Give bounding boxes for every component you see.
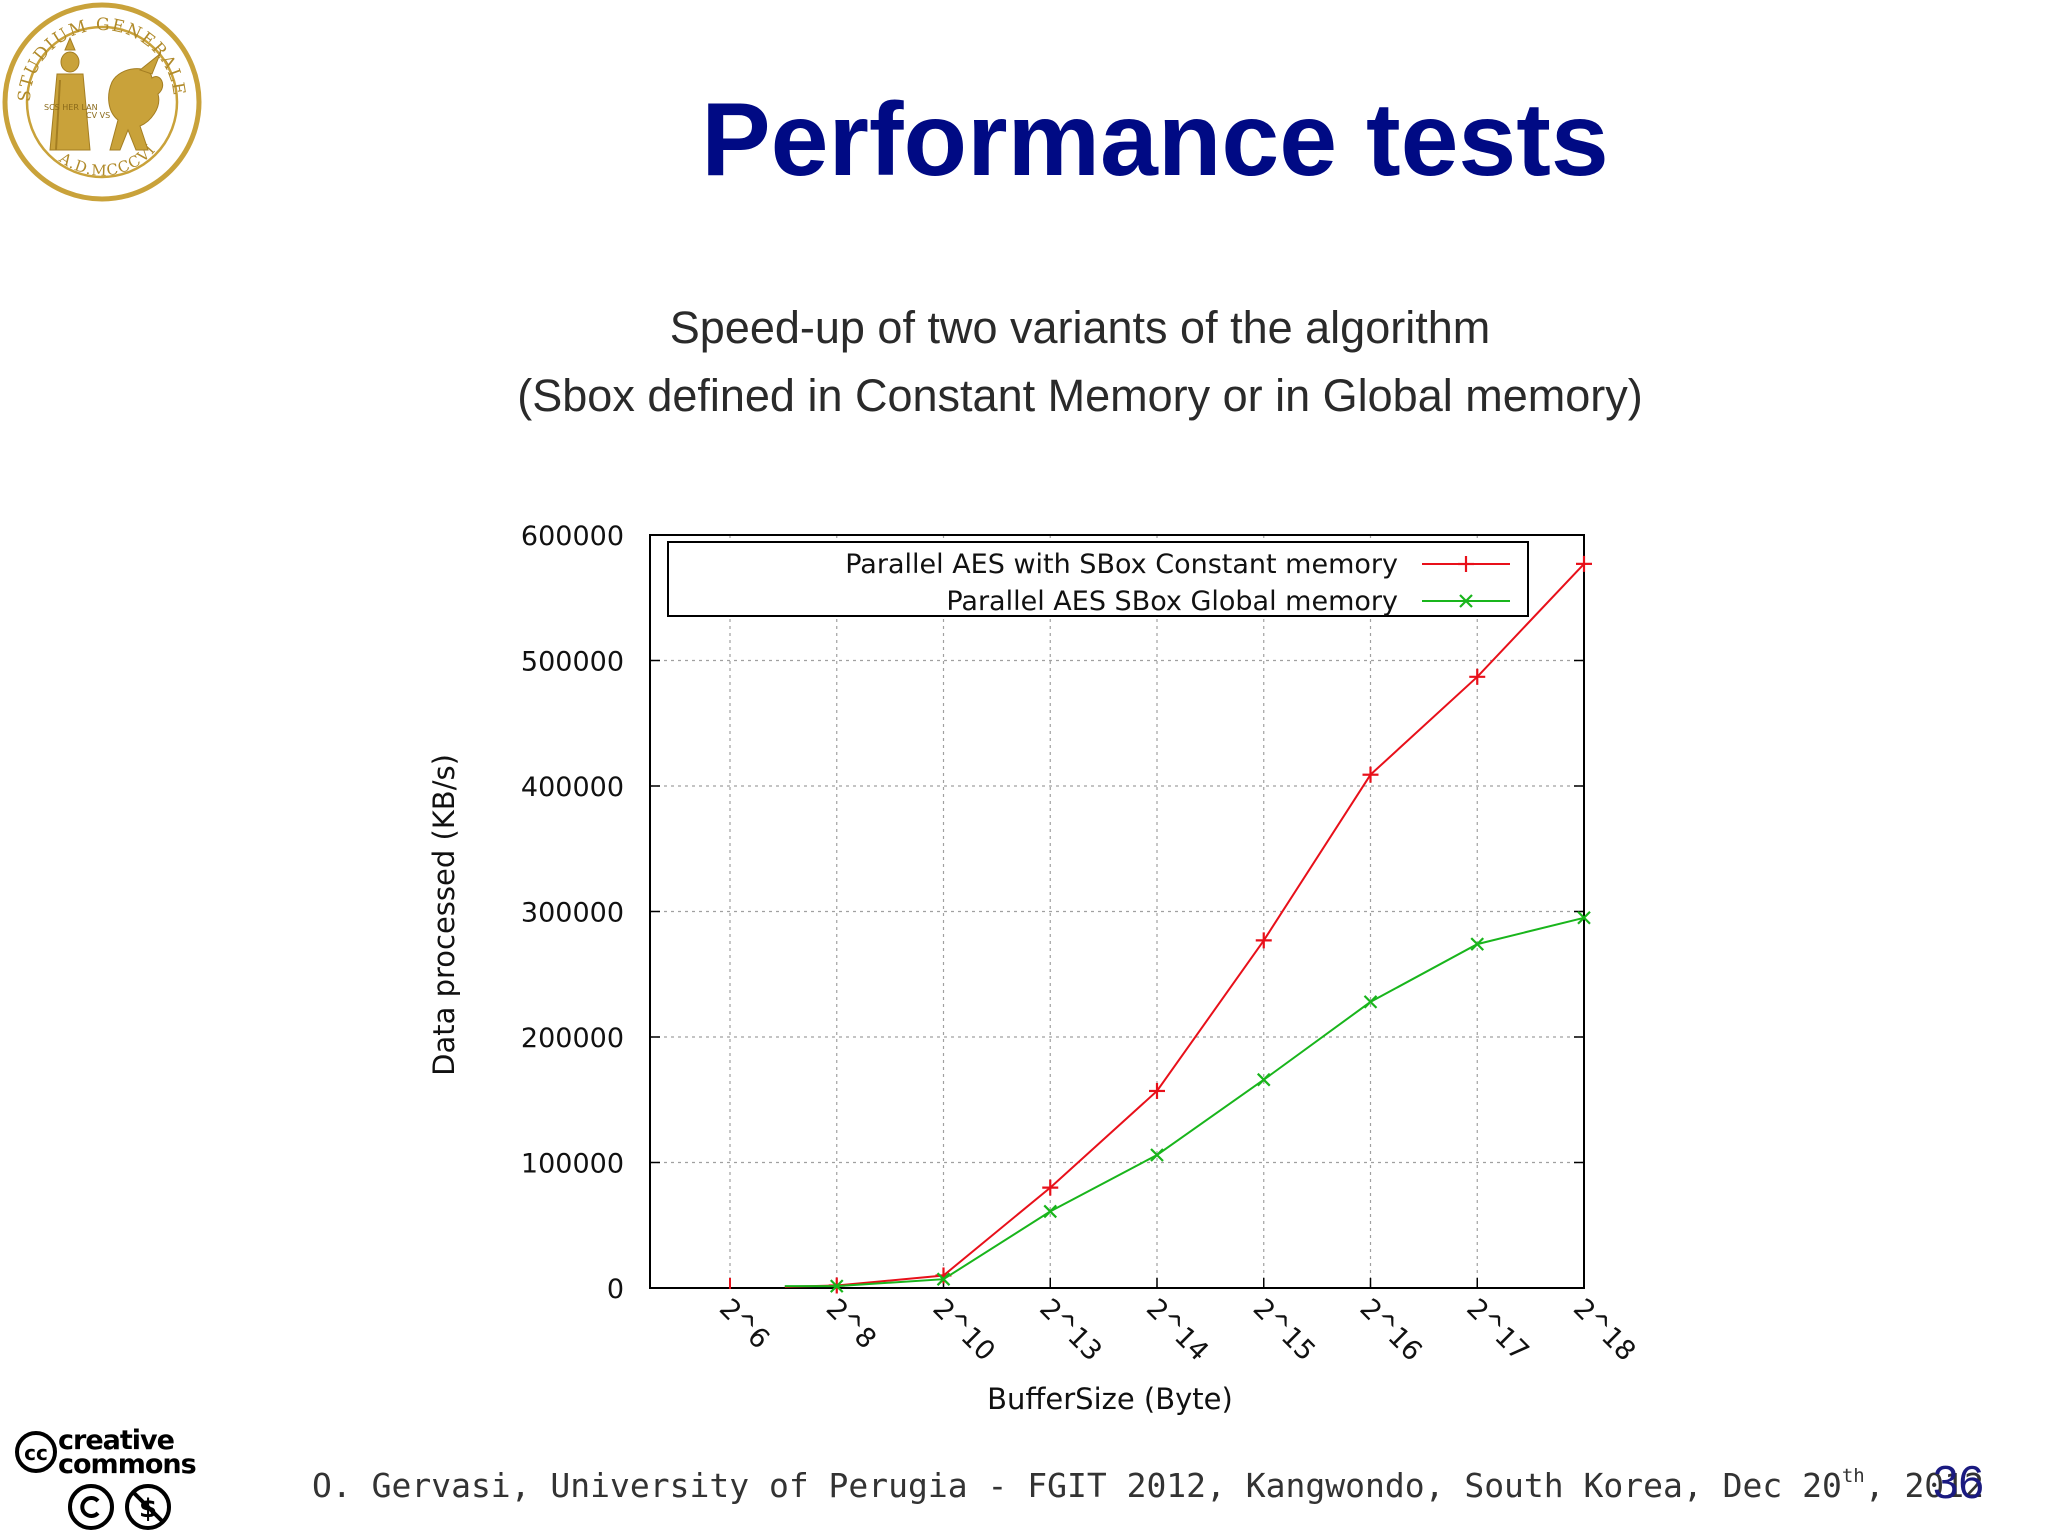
y-tick-label: 100000 [521,1149,624,1180]
point-marker [1043,1204,1058,1219]
x-tick-label: 2^6 [713,1293,775,1355]
y-tick-label: 500000 [521,647,624,678]
legend-marker [1459,594,1473,608]
legend-label: Parallel AES SBox Global memory [946,586,1398,617]
point-marker [1362,766,1379,783]
seal-shield-left: SCS HER LAN [44,103,98,112]
x-tick-label: 2^17 [1460,1293,1534,1367]
x-tick-label: 2^14 [1140,1293,1214,1367]
chart-legend: Parallel AES with SBox Constant memory Pa… [667,541,1529,617]
point-marker [1577,910,1591,925]
point-marker [829,1279,844,1293]
cc-noncommercial-icon: $ [125,1484,171,1530]
y-tick-label: 600000 [521,521,624,552]
creative-commons-logo: cc creative commons $ [15,1425,197,1530]
point-marker [1576,555,1592,572]
footer-text: O. Gervasi, University of Perugia - FGIT… [312,1466,1842,1505]
footer-superscript: th [1841,1465,1865,1487]
point-marker [1042,1179,1059,1196]
cc-attribution-icon [68,1484,114,1530]
series-line [784,916,1585,1288]
performance-line-chart: 0 100000 200000 300000 400000 500000 600000 2^6… [427,521,1641,1416]
x-tick-label: 2^8 [820,1293,882,1355]
point-marker [1150,1148,1164,1162]
x-tick-label: 2^16 [1354,1293,1428,1367]
point-marker [1363,995,1378,1009]
legend-label: Parallel AES with SBox Constant memory [845,549,1398,580]
point-marker [1149,1082,1165,1099]
x-tick-label: 2^15 [1247,1293,1321,1367]
slide-subtitle-line2: (Sbox defined in Constant Memory or in G… [517,370,1643,421]
x-tick-label: 2^13 [1033,1293,1107,1367]
slide-title: Performance tests [701,82,1609,198]
point-marker [1470,937,1485,951]
slide-footer: O. Gervasi, University of Perugia - FGIT… [312,1462,1984,1510]
chart-axes: 0 100000 200000 300000 400000 500000 600000 2^6… [521,521,1641,1367]
y-tick-label: 300000 [521,898,624,929]
series-line [784,563,1585,1288]
point-marker [936,1272,951,1286]
seal-shield-right: CV VS [86,111,110,120]
y-axis-label: Data processed (KB/s) [427,754,461,1076]
point-marker [1255,932,1272,949]
footer-year: , 2012 [1864,1466,1984,1505]
x-tick-label: 2^18 [1567,1293,1641,1367]
x-tick-label: 2^10 [927,1293,1001,1367]
cc-line2: commons [58,1449,196,1480]
point-marker [1256,1072,1271,1087]
y-tick-label: 200000 [521,1023,624,1054]
page-number: 36 [1932,1456,1984,1508]
legend-box [667,541,1529,617]
cc-badge-text: cc [24,1441,48,1465]
university-seal-logo: STUDIUM GENERALE CIVITATIS PERUSII A.D.M… [0,0,202,202]
cc-line1: creative [58,1425,174,1456]
chart-series [729,555,1592,1294]
slide-subtitle-line1: Speed-up of two variants of the algorith… [669,302,1491,353]
y-tick-label: 0 [607,1274,624,1305]
chart-grid [650,535,1585,1288]
y-tick-label: 400000 [521,772,624,803]
x-axis-label: BufferSize (Byte) [987,1382,1233,1416]
point-marker [1469,668,1486,685]
